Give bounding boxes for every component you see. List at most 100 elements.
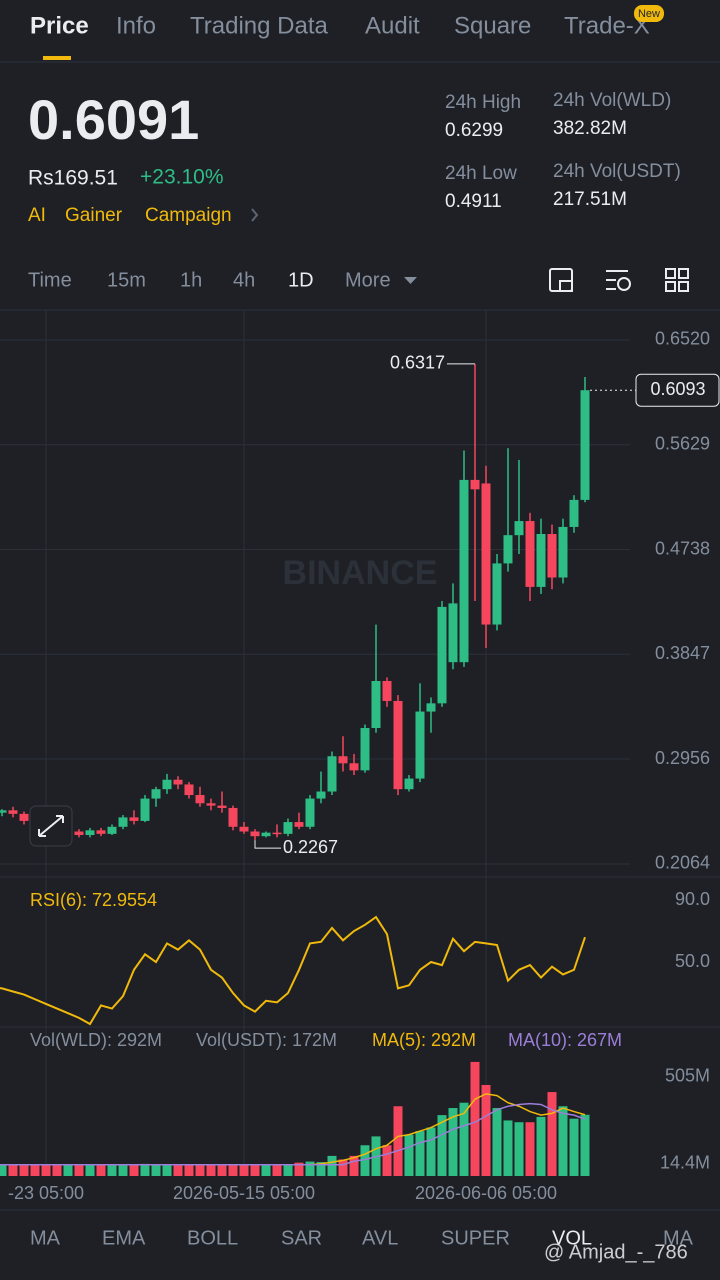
candle-body xyxy=(151,789,161,799)
tag[interactable]: Gainer xyxy=(65,205,123,226)
tab[interactable]: Square xyxy=(454,12,531,39)
indicator-tab[interactable]: AVL xyxy=(362,1227,398,1249)
volume-bar xyxy=(393,1106,403,1176)
candle-body xyxy=(283,822,293,834)
volume-bar xyxy=(503,1120,513,1176)
volume-bar xyxy=(569,1118,579,1176)
candle-body xyxy=(140,798,150,821)
indicator-tab[interactable]: SAR xyxy=(281,1227,322,1249)
interval[interactable]: 15m xyxy=(107,269,146,291)
volume-bar xyxy=(272,1164,282,1176)
candle-body xyxy=(503,535,513,564)
volume-bar xyxy=(426,1127,436,1176)
candle-body xyxy=(360,728,370,771)
tab[interactable]: Audit xyxy=(365,12,420,39)
indicator-tab[interactable]: EMA xyxy=(102,1227,146,1249)
volume-bar xyxy=(404,1134,414,1176)
candle-body xyxy=(415,711,425,779)
volume-bar xyxy=(481,1084,491,1176)
y-tick-label: 90.0 xyxy=(675,889,710,909)
volume-bar xyxy=(217,1164,227,1176)
min-label: 0.2267 xyxy=(283,837,338,857)
candle-body xyxy=(8,810,18,814)
candle-body xyxy=(580,390,590,500)
volume-bar xyxy=(360,1145,370,1176)
volume-bar xyxy=(415,1131,425,1176)
ma-line xyxy=(0,1102,586,1166)
volume-bar xyxy=(30,1165,40,1176)
tab[interactable]: Trading Data xyxy=(190,12,329,39)
candle-body xyxy=(393,700,403,790)
volume-bar xyxy=(118,1164,128,1176)
volume-bar xyxy=(74,1164,84,1176)
candle-body xyxy=(558,526,568,578)
candle-body xyxy=(74,831,84,836)
badge xyxy=(634,5,664,22)
volume-bar xyxy=(492,1108,502,1176)
interval[interactable]: 1h xyxy=(180,269,202,291)
candle-body xyxy=(459,479,469,663)
candle-body xyxy=(525,521,535,587)
candle-body xyxy=(162,779,172,790)
indicator-tab[interactable]: SUPER xyxy=(441,1227,510,1249)
y-tick-label: 0.5629 xyxy=(655,434,710,454)
y-tick-label: 14.4M xyxy=(660,1153,710,1173)
interval[interactable]: 4h xyxy=(233,269,255,291)
candle-body xyxy=(261,832,271,837)
price: 0.6091 xyxy=(28,88,199,151)
candle-body xyxy=(316,791,326,799)
volume-bar xyxy=(536,1116,546,1176)
candle-body xyxy=(107,826,117,834)
interval[interactable]: Time xyxy=(28,269,72,291)
volume-bar xyxy=(195,1165,205,1176)
volume-bar xyxy=(129,1164,139,1176)
volume-bar xyxy=(162,1164,172,1176)
candle-body xyxy=(371,680,381,729)
change: +23.10% xyxy=(140,166,224,189)
tag[interactable]: AI xyxy=(28,205,46,226)
y-tick-label: 0.3847 xyxy=(655,643,710,663)
tab-indicator xyxy=(43,56,71,60)
tab[interactable]: Price xyxy=(30,12,89,39)
stat-value: 382.82M xyxy=(553,118,627,139)
volume-bar xyxy=(8,1164,18,1176)
candle-body xyxy=(173,779,183,785)
candle-body xyxy=(514,521,524,536)
indicator-tab[interactable]: MA xyxy=(30,1227,61,1249)
stat-value: 0.6299 xyxy=(445,120,503,141)
stat-label: 24h Low xyxy=(445,163,517,184)
candle-body xyxy=(338,756,348,764)
interval[interactable]: More xyxy=(345,269,391,291)
volume-bar xyxy=(85,1165,95,1176)
y-tick-label: 0.4738 xyxy=(655,538,710,558)
toolbar-icons[interactable] xyxy=(549,268,689,292)
candle-body xyxy=(85,830,95,836)
min-leader xyxy=(254,840,281,849)
indicator-tab[interactable]: VOL xyxy=(552,1227,592,1249)
candle-body xyxy=(0,810,7,813)
volume-bar xyxy=(184,1164,194,1176)
tag[interactable]: Campaign xyxy=(145,205,232,226)
volume-bar xyxy=(558,1106,568,1176)
candle-body xyxy=(437,606,447,704)
volume-bar xyxy=(173,1164,183,1176)
x-tick-label: -23 05:00 xyxy=(8,1183,84,1203)
interval[interactable]: 1D xyxy=(288,269,314,291)
indicator-tab[interactable]: BOLL xyxy=(187,1227,238,1249)
candle-body xyxy=(250,831,260,837)
volume-bar xyxy=(261,1164,271,1176)
candle-body xyxy=(492,563,502,625)
candle-body xyxy=(305,798,315,827)
candle-body xyxy=(217,805,227,808)
plot xyxy=(0,310,630,1176)
tab[interactable]: Info xyxy=(116,12,156,39)
stat-label: 24h Vol(USDT) xyxy=(553,161,681,182)
x-tick-label: 2026-05-15 05:00 xyxy=(173,1183,315,1203)
overlay: 0.6317 0.2267 0.6093 xyxy=(254,353,720,857)
indicator-tab[interactable]: MA xyxy=(663,1227,694,1249)
volume-bar xyxy=(0,1165,7,1176)
stat-label: 24h High xyxy=(445,92,521,113)
candle-body xyxy=(569,499,579,527)
volume-bar xyxy=(63,1165,73,1176)
